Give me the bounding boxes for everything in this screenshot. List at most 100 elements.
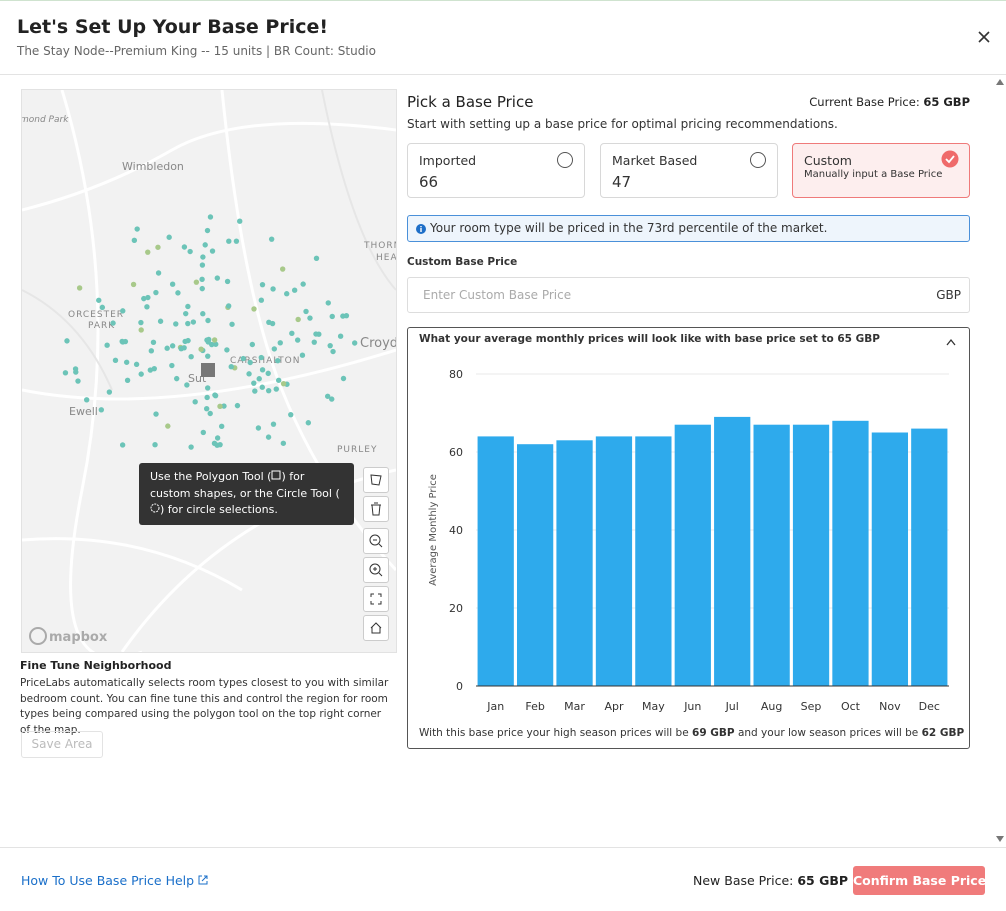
bar xyxy=(674,424,711,686)
custom-label: Custom Base Price xyxy=(407,256,518,268)
polygon-icon xyxy=(271,470,281,480)
map-dot xyxy=(259,367,266,373)
map-dot xyxy=(325,300,331,306)
zoom-in[interactable] xyxy=(363,557,389,583)
map-dot xyxy=(153,411,159,417)
map-dot xyxy=(72,366,79,372)
map-roads xyxy=(22,90,396,391)
option-market[interactable]: Market Based 47 xyxy=(600,143,778,198)
neighborhood-title: Fine Tune Neighborhood xyxy=(20,659,172,672)
map-dot xyxy=(275,357,281,364)
map-dot xyxy=(112,357,119,364)
home[interactable] xyxy=(363,615,389,641)
map-dot xyxy=(234,402,241,409)
map-dot xyxy=(175,290,181,296)
map-dot xyxy=(134,226,140,232)
note-low: 62 GBP xyxy=(921,727,965,739)
divider xyxy=(0,847,1006,848)
note-text: and your low season prices will be xyxy=(737,727,919,739)
map-dot xyxy=(273,386,279,392)
map-dot xyxy=(96,297,102,303)
custom-input[interactable]: Enter Custom Base Price GBP xyxy=(407,277,970,313)
map-dot xyxy=(324,393,331,399)
map-dot xyxy=(169,281,176,287)
close-button[interactable] xyxy=(977,30,991,44)
info-icon xyxy=(416,224,426,234)
map-dot xyxy=(184,382,190,388)
map-dot xyxy=(181,244,188,250)
bar xyxy=(556,440,593,686)
x-tick-label: May xyxy=(642,700,665,713)
map-dot xyxy=(211,440,218,447)
map-dot xyxy=(198,346,204,352)
new-price: New Base Price: 65 GBP xyxy=(693,873,848,888)
map-dot xyxy=(200,429,207,436)
divider xyxy=(0,74,1006,75)
x-tick-label: Sep xyxy=(801,700,822,713)
bar xyxy=(911,428,948,686)
map-dot xyxy=(211,337,218,343)
option-imported[interactable]: Imported 66 xyxy=(407,143,585,198)
map-dot xyxy=(228,364,234,370)
map-dot xyxy=(249,341,256,348)
collapse-chevron[interactable] xyxy=(946,338,956,346)
map-dot xyxy=(207,214,214,220)
polygon-tool[interactable] xyxy=(363,467,389,493)
delete-tool[interactable] xyxy=(363,496,389,522)
map-dot xyxy=(188,354,194,360)
map-label: HEA xyxy=(376,253,397,263)
map-dot xyxy=(185,320,191,327)
save-area-button[interactable]: Save Area xyxy=(21,731,103,758)
map-dot xyxy=(205,353,211,359)
x-tick-label: Jan xyxy=(486,700,504,713)
map-dot xyxy=(138,319,144,326)
map[interactable]: mond Park Wimbledon THORN HEA ORCESTER P… xyxy=(21,89,397,653)
map-dot xyxy=(258,354,264,361)
map-dot xyxy=(138,371,144,377)
zoom-out[interactable] xyxy=(363,528,389,554)
map-dot xyxy=(295,316,301,323)
map-dot xyxy=(237,218,243,224)
map-dot xyxy=(266,319,272,326)
help-link[interactable]: How To Use Base Price Help xyxy=(21,873,208,888)
neighborhood-description: PriceLabs automatically selects room typ… xyxy=(20,677,389,736)
map-dot xyxy=(330,348,336,355)
top-border xyxy=(0,0,1006,1)
map-dot xyxy=(152,442,158,448)
option-name: Custom xyxy=(804,153,852,168)
map-dot xyxy=(224,347,230,353)
scrollbar[interactable] xyxy=(994,76,1006,846)
option-custom[interactable]: Custom Manually input a Base Price xyxy=(792,143,970,198)
x-tick-label: Oct xyxy=(841,700,861,713)
map-dot xyxy=(289,330,295,337)
map-dot xyxy=(192,399,198,405)
info-bar: Your room type will be priced in the 73r… xyxy=(407,215,970,242)
fullscreen[interactable] xyxy=(363,586,389,612)
map-dot xyxy=(131,237,138,244)
option-description: Manually input a Base Price xyxy=(804,169,943,180)
map-dot xyxy=(214,435,221,441)
bar xyxy=(595,436,633,686)
help-link-text[interactable]: How To Use Base Price Help xyxy=(21,873,195,888)
map-dot xyxy=(311,339,317,345)
map-dot xyxy=(280,380,287,387)
map-tooltip: Use the Polygon Tool () for custom shape… xyxy=(139,463,354,525)
map-dot xyxy=(303,308,309,315)
map-dot xyxy=(279,266,286,272)
map-dot xyxy=(183,310,189,317)
map-dot xyxy=(187,248,193,255)
map-dot xyxy=(181,345,187,351)
map-dot xyxy=(313,255,320,261)
map-dot xyxy=(337,333,344,339)
map-label: mond Park xyxy=(21,115,69,125)
map-dot xyxy=(99,304,106,311)
map-dot xyxy=(240,355,246,362)
confirm-button[interactable]: Confirm Base Price xyxy=(853,866,986,895)
map-dot xyxy=(169,362,175,369)
map-dot xyxy=(64,338,70,344)
map-dot xyxy=(130,281,137,288)
map-label: Wimbledon xyxy=(122,160,184,173)
current-price: Current Base Price: 65 GBP xyxy=(809,95,970,109)
map-dot xyxy=(224,278,231,285)
map-dot xyxy=(300,281,306,287)
